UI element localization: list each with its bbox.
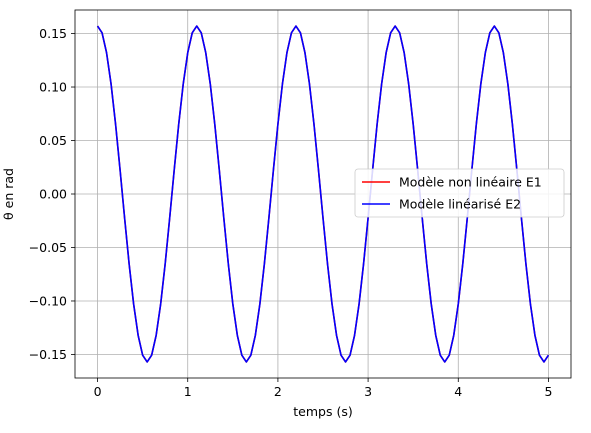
series-layer <box>96 25 550 363</box>
legend-entry: Modèle non linéaire E1 <box>399 175 542 190</box>
x-axis: 0 1 2 3 4 5 <box>94 378 552 399</box>
y-tick-label: 0.15 <box>39 26 67 41</box>
y-tick-label: −0.05 <box>29 240 67 255</box>
y-axis: −0.15 −0.10 −0.05 0.00 0.05 0.10 0.15 <box>29 26 75 362</box>
y-tick-label: −0.15 <box>29 347 67 362</box>
legend-entry: Modèle linéarisé E2 <box>399 197 521 212</box>
x-tick-label: 3 <box>364 384 372 399</box>
x-axis-label: temps (s) <box>293 404 352 419</box>
x-tick-label: 4 <box>454 384 462 399</box>
x-tick-label: 5 <box>544 384 552 399</box>
x-tick-label: 2 <box>274 384 282 399</box>
legend: Modèle non linéaire E1 Modèle linéarisé E… <box>354 168 565 218</box>
y-axis-label: θ en rad <box>1 168 16 220</box>
series-line-2 <box>96 25 550 363</box>
legend-box <box>354 168 565 218</box>
y-tick-label: 0.10 <box>39 80 67 95</box>
y-tick-label: −0.10 <box>29 293 67 308</box>
x-tick-label: 0 <box>94 384 102 399</box>
y-tick-label: 0.00 <box>39 187 67 202</box>
x-tick-label: 1 <box>184 384 192 399</box>
y-tick-label: 0.05 <box>39 133 67 148</box>
plot-area <box>96 25 550 363</box>
